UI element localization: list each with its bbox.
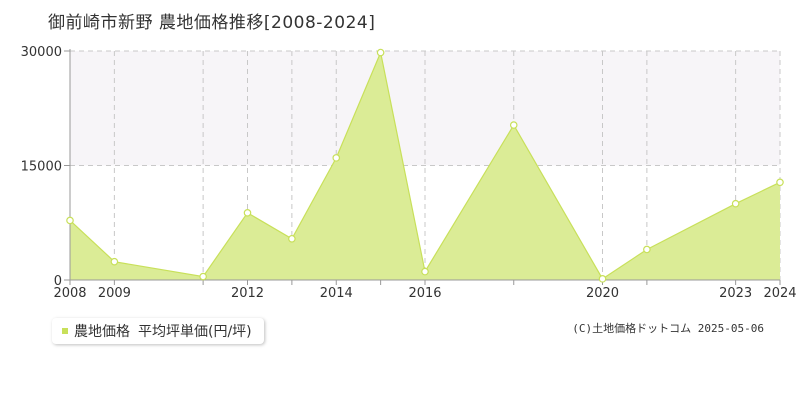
x-tick-label: 2023 [719, 286, 752, 300]
data-point [243, 209, 252, 217]
data-point [332, 154, 341, 162]
data-point [66, 216, 74, 225]
y-tick-label: 30000 [21, 45, 62, 60]
x-tick-label: 2020 [586, 286, 619, 300]
x-tick-labels: 2008 2009 2012 2014 2016 2020 2023 2024 [53, 286, 796, 300]
data-point [598, 275, 607, 283]
x-tick-label: 2024 [763, 286, 796, 300]
data-point [199, 272, 207, 281]
data-point [643, 245, 651, 254]
data-point [776, 178, 784, 187]
data-markers [66, 48, 784, 283]
area-chart: 0 15000 30000 2008 2009 2012 2014 2016 2020 2023… [21, 45, 797, 300]
data-point [110, 257, 119, 266]
chart-title: 御前崎市新野 農地価格推移[2008-2024] [48, 13, 376, 33]
data-point [421, 267, 429, 276]
data-point [731, 199, 740, 208]
y-tick-label: 15000 [21, 160, 62, 175]
y-tick-label: 0 [54, 274, 62, 289]
legend: 農地価格 平均坪単価(円/坪) [52, 318, 264, 344]
x-tick-label: 2012 [231, 286, 264, 300]
x-tick-label: 2008 [53, 286, 86, 300]
axes [64, 49, 781, 285]
series-area-fill [70, 52, 780, 280]
legend-series-label: 農地価格 [74, 324, 130, 340]
legend-swatch [62, 328, 68, 334]
x-tick-label: 2009 [98, 286, 131, 300]
copyright-text: (C)土地価格ドットコム 2025-05-06 [572, 322, 764, 335]
data-point [376, 48, 385, 57]
data-point [288, 234, 296, 243]
x-tick-label: 2014 [320, 286, 353, 300]
x-tick-label: 2016 [408, 286, 441, 300]
data-point [509, 121, 518, 129]
y-tick-labels: 0 15000 30000 [21, 45, 62, 289]
legend-unit-label: 平均坪単価(円/坪) [138, 324, 252, 340]
